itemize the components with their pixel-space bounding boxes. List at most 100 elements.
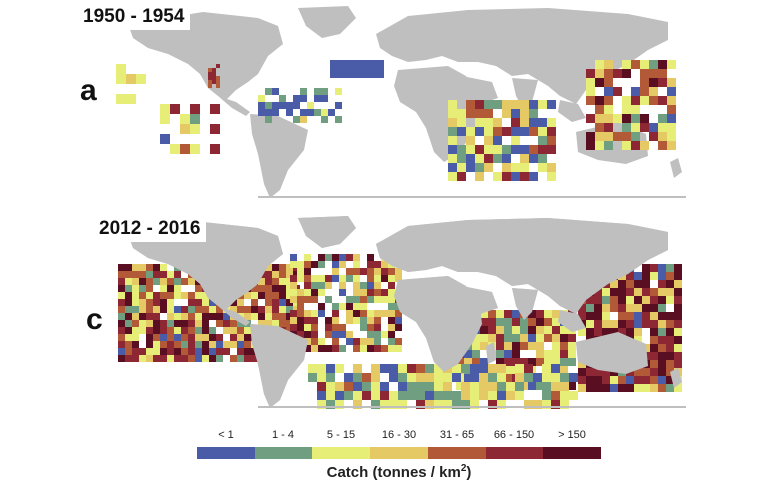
panel-c-catch-cell	[650, 304, 658, 312]
panel-a-catch-cell	[160, 114, 170, 124]
panel-c-catch-cell	[425, 400, 434, 409]
panel-c-catch-cell	[202, 348, 209, 355]
panel-a-catch-cell	[538, 127, 547, 136]
panel-c-catch-cell	[167, 313, 174, 320]
panel-a-catch-cell	[272, 88, 279, 95]
panel-c-catch-cell	[506, 382, 515, 391]
panel-a-catch-cell	[502, 163, 511, 172]
panel-c-catch-cell	[381, 296, 388, 303]
panel-c-catch-cell	[293, 271, 300, 278]
panel-c-catch-cell	[118, 341, 125, 348]
panel-c-catch-cell	[223, 348, 230, 355]
panel-c-catch-cell	[504, 374, 512, 382]
panel-c-catch-cell	[293, 306, 300, 313]
panel-c-catch-cell	[618, 280, 626, 288]
panel-a-catch-cell	[279, 102, 286, 109]
panel-c-catch-cell	[381, 268, 388, 275]
panel-c-catch-cell	[153, 264, 160, 271]
panel-c-catch-cell	[434, 382, 443, 391]
panel-c-catch-cell	[388, 289, 395, 296]
panel-c-catch-cell	[326, 400, 335, 409]
panel-c-catch-cell	[344, 382, 353, 391]
panel-a-catch-cell	[328, 109, 335, 116]
panel-a-catch-cell	[457, 109, 466, 118]
panel-c-catch-cell	[568, 382, 576, 390]
panel-c-catch-cell	[118, 355, 125, 362]
panel-c-catch-cell	[153, 271, 160, 278]
panel-c-catch-cell	[367, 317, 374, 324]
panel-c-catch-cell	[311, 331, 318, 338]
panel-c-catch-cell	[251, 292, 258, 299]
panel-c-catch-cell	[642, 272, 650, 280]
panel-a-catch-cell	[216, 84, 220, 88]
panel-c-catch-cell	[610, 280, 618, 288]
panel-c-catch-cell	[618, 384, 626, 392]
panel-a-catch-cell	[640, 69, 649, 78]
panel-c-catch-cell	[174, 341, 181, 348]
panel-c-catch-cell	[304, 331, 311, 338]
panel-a-catch-cell	[160, 134, 170, 144]
panel-c-catch-cell	[425, 373, 434, 382]
panel-a-catch-cell	[529, 154, 538, 163]
legend-labels: < 1 1 - 4 5 - 15 16 - 30 31 - 65 66 - 15…	[197, 426, 601, 442]
panel-c-catch-cell	[496, 342, 504, 350]
panel-c-catch-cell	[265, 299, 272, 306]
panel-c-catch-cell	[367, 289, 374, 296]
panel-c-catch-cell	[371, 400, 380, 409]
panel-c-catch-cell	[132, 348, 139, 355]
panel-c-catch-cell	[381, 331, 388, 338]
panel-a-catch-cell	[484, 145, 493, 154]
panel-c-catch-cell	[279, 278, 286, 285]
panel-c-catch-cell	[533, 373, 542, 382]
panel-c-catch-cell	[139, 285, 146, 292]
panel-c-catch-cell	[602, 376, 610, 384]
panel-c-catch-cell	[666, 336, 674, 344]
panel-a-catch-cell	[595, 96, 604, 105]
panel-c-catch-cell	[118, 306, 125, 313]
panel-c-catch-cell	[279, 285, 286, 292]
panel-c-catch-cell	[551, 382, 560, 391]
panel-a-catch-cell	[640, 60, 649, 69]
panel-a-catch-cell	[216, 80, 220, 84]
landmass-southeast-asia	[558, 100, 586, 122]
panel-c-catch-cell	[118, 313, 125, 320]
panel-a-catch-cell	[466, 145, 475, 154]
panel-c-catch-cell	[132, 355, 139, 362]
panel-a-catch-cell	[484, 118, 493, 127]
panel-c-catch-cell	[311, 282, 318, 289]
panel-c-catch-cell	[552, 326, 560, 334]
panel-c-catch-cell	[244, 306, 251, 313]
panel-c-catch-cell	[658, 336, 666, 344]
panel-a-catch-cell	[293, 95, 300, 102]
panel-a-catch-cell	[212, 76, 216, 80]
panel-c-catch-cell	[560, 358, 568, 366]
panel-c-catch-cell	[594, 304, 602, 312]
panel-a-catch-cell	[529, 118, 538, 127]
panel-c-catch-cell	[434, 373, 443, 382]
panel-a-catch-cell	[208, 76, 212, 80]
panel-c-catch-cell	[139, 313, 146, 320]
panel-a-catch-cell	[208, 68, 212, 72]
panel-a-catch-cell	[547, 163, 556, 172]
panel-c-catch-cell	[560, 382, 569, 391]
panel-c-catch-cell	[578, 376, 586, 384]
panel-c-catch-cell	[216, 355, 223, 362]
panel-a-catch-cell	[649, 123, 658, 132]
panel-c-catch-cell	[594, 376, 602, 384]
panel-c-catch-cell	[443, 400, 452, 409]
panel-c-catch-cell	[398, 400, 407, 409]
panel-c-catch-cell	[265, 306, 272, 313]
panel-c-catch-cell	[569, 373, 578, 382]
panel-c-catch-cell	[160, 285, 167, 292]
panel-c-catch-cell	[132, 327, 139, 334]
panel-a-catch-cell	[484, 136, 493, 145]
panel-c-catch-cell	[618, 320, 626, 328]
panel-c-catch-cell	[610, 328, 618, 336]
panel-a-catch-cell	[448, 145, 457, 154]
panel-a-catch-cell	[613, 114, 622, 123]
panel-a-catch-cell	[457, 127, 466, 136]
panel-c-catch-cell	[188, 278, 195, 285]
panel-c-catch-cell	[304, 261, 311, 268]
panel-c-catch-cell	[536, 342, 544, 350]
panel-c-catch-cell	[230, 355, 237, 362]
